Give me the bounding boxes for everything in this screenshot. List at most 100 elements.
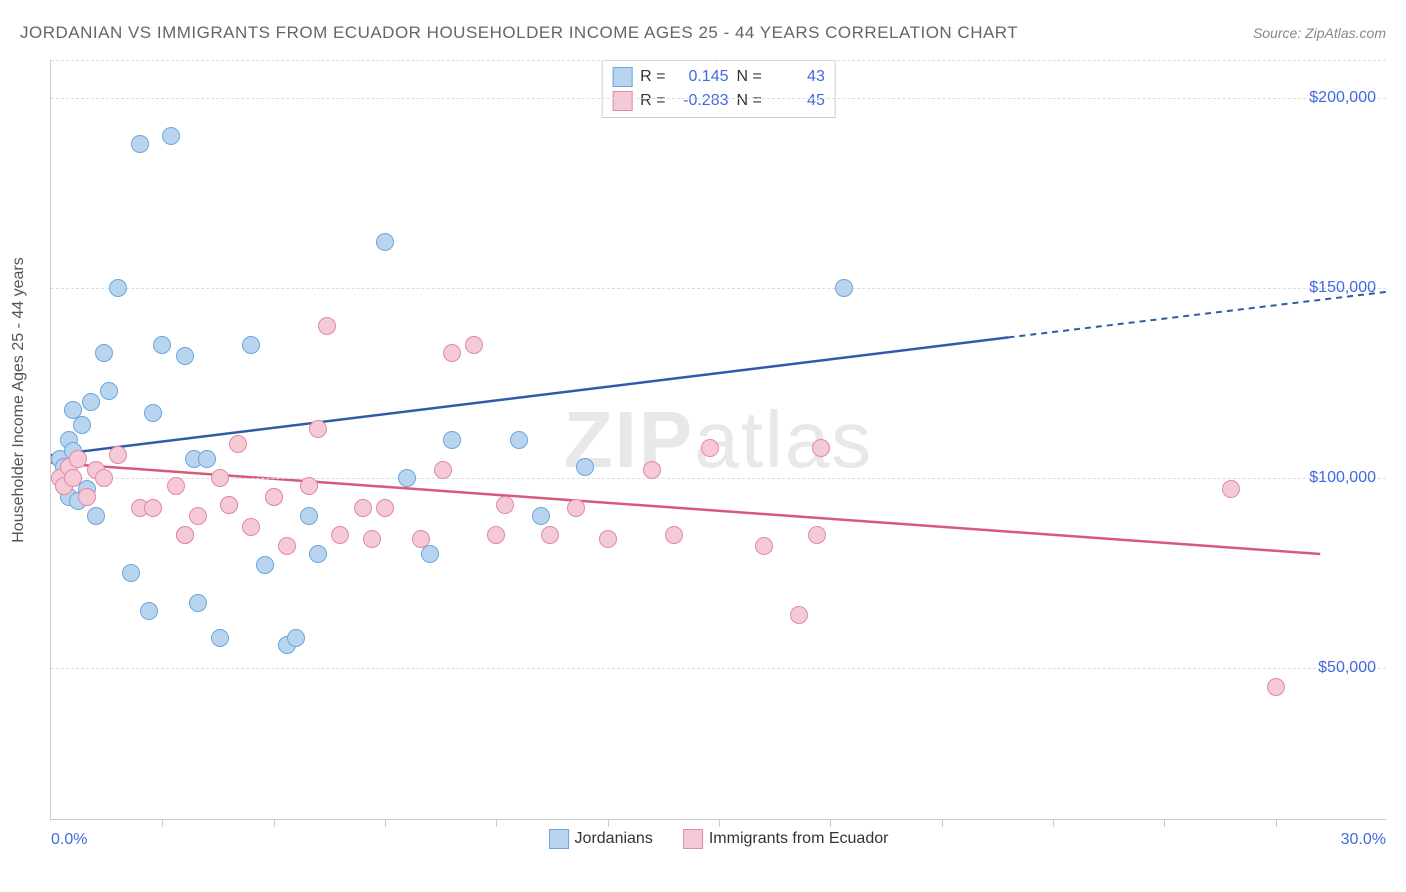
data-point <box>64 469 82 487</box>
legend-swatch-ecuador <box>612 91 632 111</box>
data-point <box>434 461 452 479</box>
data-point <box>465 336 483 354</box>
data-point <box>812 439 830 457</box>
grid-line <box>51 98 1386 99</box>
stats-row-ecuador: R = -0.283 N = 45 <box>612 89 825 113</box>
data-point <box>109 279 127 297</box>
data-point <box>443 344 461 362</box>
data-point <box>309 420 327 438</box>
data-point <box>242 518 260 536</box>
legend-swatch-jordanians <box>612 67 632 87</box>
n-value-1: 45 <box>770 92 825 110</box>
data-point <box>576 458 594 476</box>
legend-swatch-icon <box>549 829 569 849</box>
data-point <box>153 336 171 354</box>
x-tick <box>942 819 943 827</box>
x-tick <box>1276 819 1277 827</box>
data-point <box>189 507 207 525</box>
data-point <box>331 526 349 544</box>
bottom-legend: Jordanians Immigrants from Ecuador <box>549 829 889 849</box>
data-point <box>790 606 808 624</box>
data-point <box>69 450 87 468</box>
legend-item-jordanians: Jordanians <box>549 829 653 849</box>
trend-line <box>51 337 1008 455</box>
x-tick <box>385 819 386 827</box>
data-point <box>318 317 336 335</box>
data-point <box>87 507 105 525</box>
data-point <box>363 530 381 548</box>
x-tick <box>496 819 497 827</box>
y-tick-label: $100,000 <box>1309 469 1376 487</box>
data-point <box>300 477 318 495</box>
trend-lines <box>51 60 1386 819</box>
data-point <box>95 469 113 487</box>
data-point <box>198 450 216 468</box>
data-point <box>229 435 247 453</box>
n-value-0: 43 <box>770 68 825 86</box>
data-point <box>496 496 514 514</box>
data-point <box>211 629 229 647</box>
data-point <box>443 431 461 449</box>
y-tick-label: $150,000 <box>1309 279 1376 297</box>
data-point <box>220 496 238 514</box>
x-tick <box>274 819 275 827</box>
data-point <box>78 488 96 506</box>
x-tick <box>830 819 831 827</box>
r-value-0: 0.145 <box>674 68 729 86</box>
data-point <box>487 526 505 544</box>
data-point <box>1267 678 1285 696</box>
data-point <box>278 537 296 555</box>
data-point <box>189 594 207 612</box>
data-point <box>131 135 149 153</box>
data-point <box>1222 480 1240 498</box>
grid-line <box>51 288 1386 289</box>
data-point <box>176 347 194 365</box>
data-point <box>701 439 719 457</box>
data-point <box>95 344 113 362</box>
grid-line <box>51 668 1386 669</box>
source-label: Source: ZipAtlas.com <box>1253 25 1386 41</box>
data-point <box>643 461 661 479</box>
data-point <box>287 629 305 647</box>
stats-box: R = 0.145 N = 43 R = -0.283 N = 45 <box>601 60 836 118</box>
data-point <box>421 545 439 563</box>
data-point <box>541 526 559 544</box>
data-point <box>256 556 274 574</box>
data-point <box>376 233 394 251</box>
data-point <box>599 530 617 548</box>
x-axis-min-label: 0.0% <box>51 831 87 849</box>
data-point <box>808 526 826 544</box>
data-point <box>309 545 327 563</box>
title-bar: JORDANIAN VS IMMIGRANTS FROM ECUADOR HOU… <box>20 18 1386 48</box>
data-point <box>532 507 550 525</box>
data-point <box>211 469 229 487</box>
x-axis-max-label: 30.0% <box>1341 831 1386 849</box>
legend-item-ecuador: Immigrants from Ecuador <box>683 829 889 849</box>
r-value-1: -0.283 <box>674 92 729 110</box>
data-point <box>398 469 416 487</box>
x-tick <box>162 819 163 827</box>
grid-line <box>51 478 1386 479</box>
data-point <box>510 431 528 449</box>
chart-title: JORDANIAN VS IMMIGRANTS FROM ECUADOR HOU… <box>20 23 1018 43</box>
legend-swatch-icon <box>683 829 703 849</box>
data-point <box>376 499 394 517</box>
data-point <box>412 530 430 548</box>
data-point <box>300 507 318 525</box>
stats-row-jordanians: R = 0.145 N = 43 <box>612 65 825 89</box>
data-point <box>265 488 283 506</box>
data-point <box>354 499 372 517</box>
x-tick <box>1164 819 1165 827</box>
data-point <box>755 537 773 555</box>
data-point <box>176 526 194 544</box>
data-point <box>82 393 100 411</box>
x-tick <box>719 819 720 827</box>
y-tick-label: $200,000 <box>1309 89 1376 107</box>
x-tick <box>608 819 609 827</box>
data-point <box>665 526 683 544</box>
data-point <box>167 477 185 495</box>
data-point <box>567 499 585 517</box>
trend-line <box>51 463 1320 554</box>
grid-line <box>51 60 1386 61</box>
data-point <box>162 127 180 145</box>
